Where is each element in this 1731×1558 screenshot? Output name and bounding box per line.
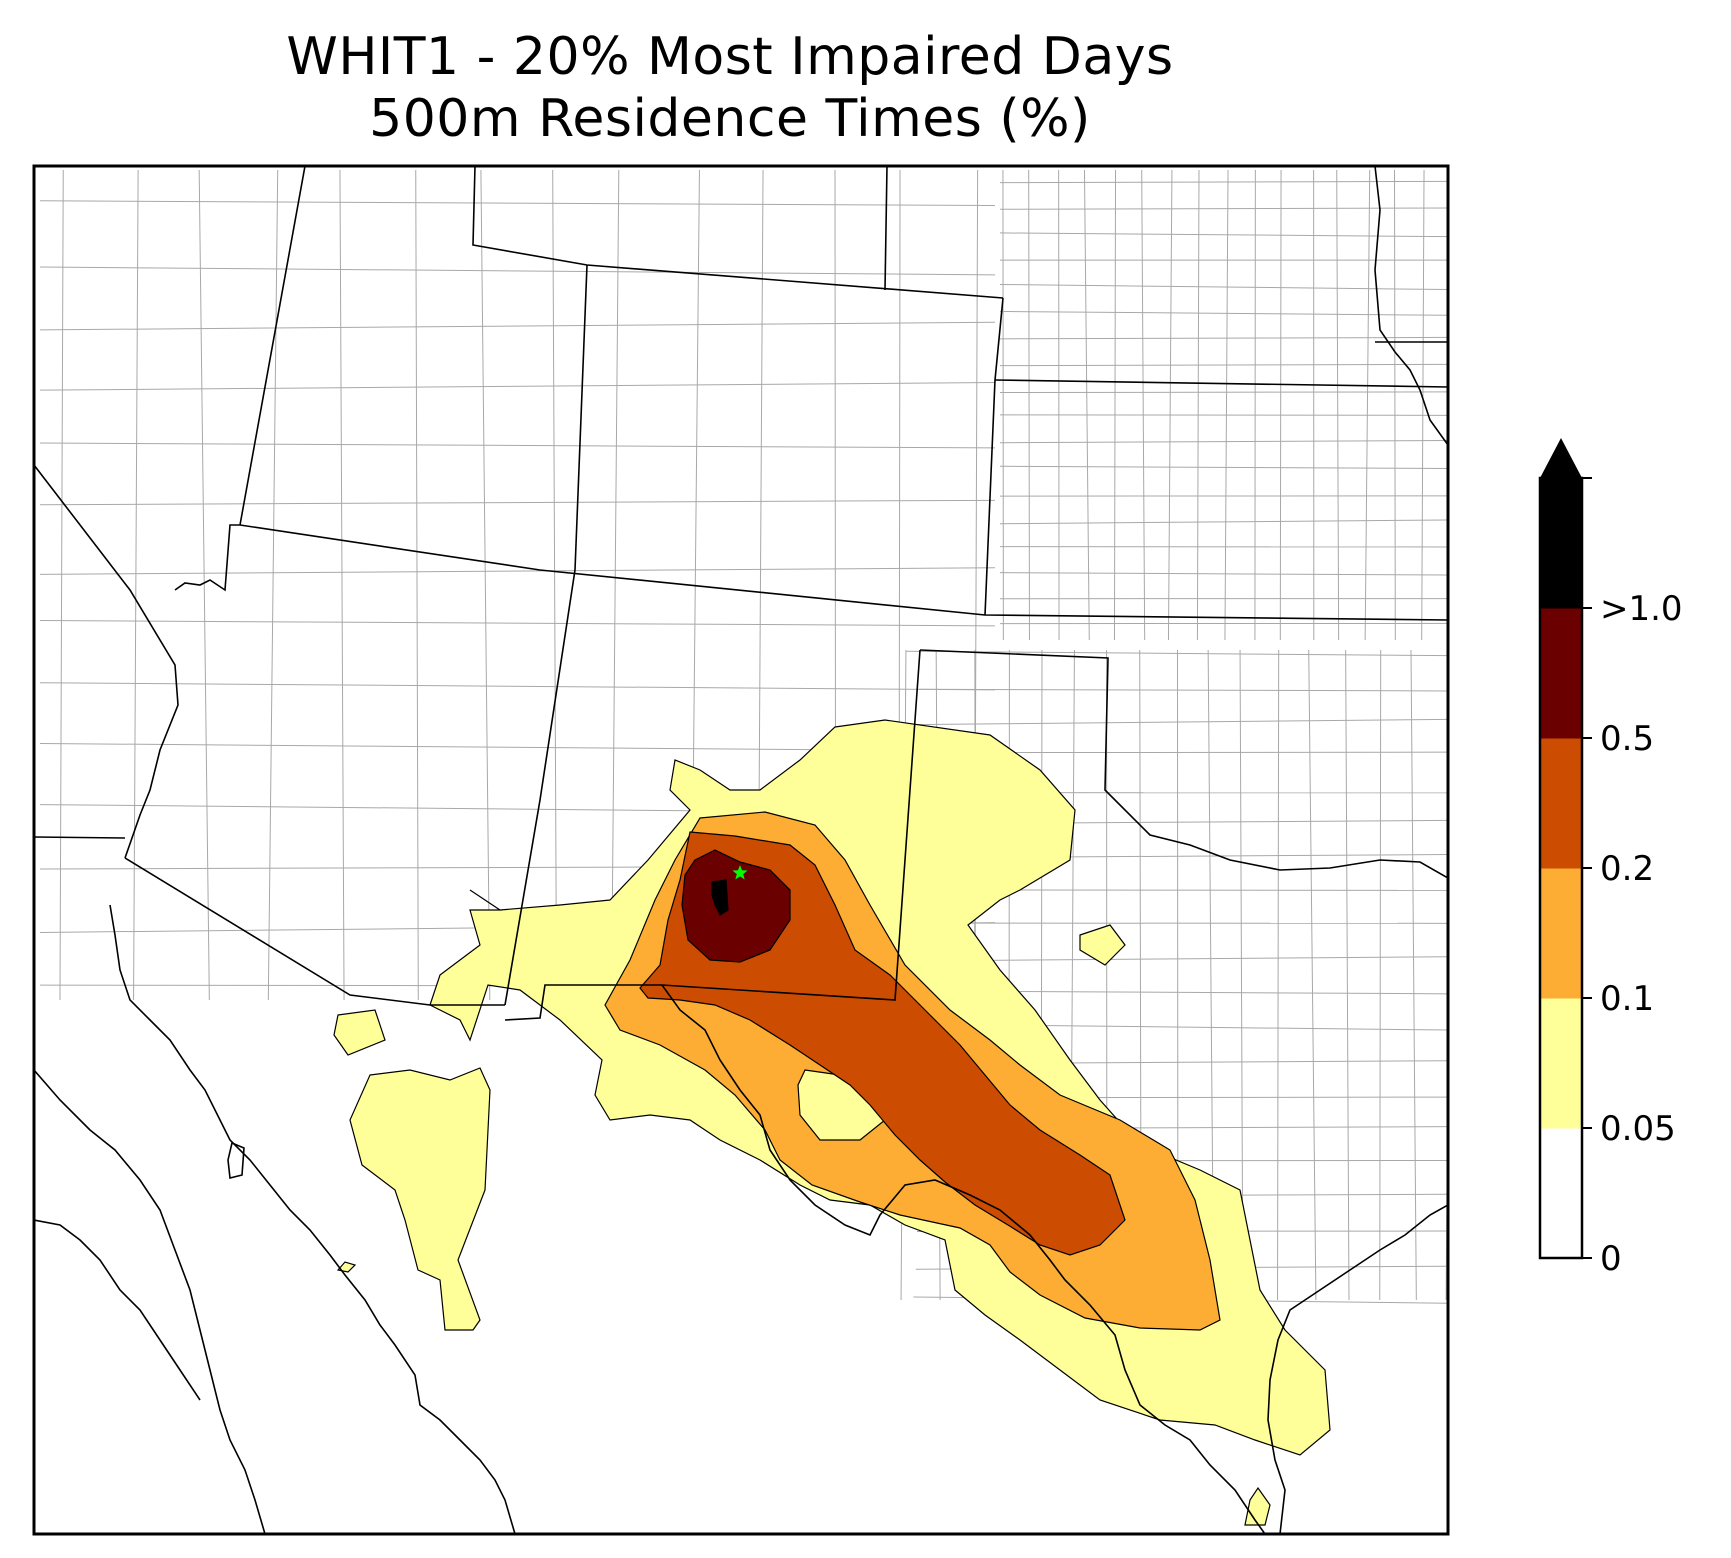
colorbar-segment	[1540, 608, 1582, 739]
colorbar-segment	[1540, 738, 1582, 869]
colorbar-segment	[1540, 868, 1582, 999]
colorbar-segment	[1540, 478, 1582, 609]
colorbar-extend-arrow	[1540, 438, 1582, 478]
star-icon	[732, 865, 748, 880]
contour-level-0.5	[681, 849, 791, 963]
title-line-1: WHIT1 - 20% Most Impaired Days	[286, 27, 1174, 87]
colorbar-tick-label: 0.1	[1600, 979, 1654, 1019]
colorbar-segment	[1540, 1128, 1582, 1259]
title-line-2: 500m Residence Times (%)	[369, 89, 1091, 149]
map-title: WHIT1 - 20% Most Impaired Days 500m Resi…	[0, 26, 1460, 150]
colorbar-segment	[1540, 998, 1582, 1129]
colorbar-tick-label: 0.2	[1600, 849, 1654, 889]
colorbar-ticks: 0 0.05 0.1 0.2 0.5 >1.0	[1582, 477, 1683, 1279]
colorbar-segments	[1540, 478, 1582, 1259]
colorbar-tick-label: 0	[1600, 1239, 1622, 1279]
colorbar-tick-label: >1.0	[1600, 589, 1683, 629]
contour-level-gt1	[711, 879, 729, 916]
map-frame	[32, 164, 1450, 1536]
colorbar-tick-label: 0.5	[1600, 719, 1654, 759]
state-borders	[34, 166, 1448, 1534]
colorbar-tick-label: 0.05	[1600, 1109, 1676, 1149]
